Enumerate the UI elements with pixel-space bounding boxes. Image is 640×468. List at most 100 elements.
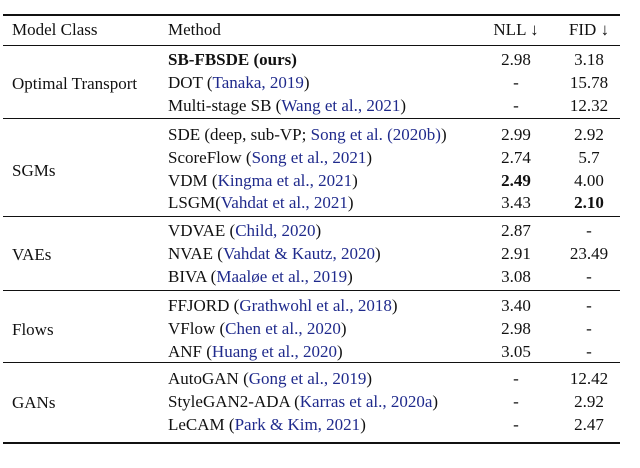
method-name: AutoGAN ( [168, 369, 249, 388]
fid-value: 23.49 [560, 244, 618, 264]
fid-value: 2.10 [560, 193, 618, 213]
citation-link[interactable]: Huang et al., 2020 [211, 341, 338, 361]
nll-text: - [513, 72, 519, 92]
method-cell: BIVA (Maaløe et al., 2019) [168, 267, 353, 287]
method-name: FFJORD ( [168, 296, 240, 315]
citation-link[interactable]: Kingma et al., 2021 [217, 170, 353, 190]
citation-link[interactable]: Song et al., 2021 [251, 147, 367, 167]
fid-text: 2.92 [574, 125, 604, 144]
method-suffix: ) [352, 170, 358, 190]
nll-text: 2.99 [501, 125, 531, 144]
nll-value: 3.43 [490, 193, 542, 213]
fid-value: 5.7 [560, 148, 618, 168]
nll-value: 2.74 [490, 148, 542, 168]
fid-text: - [586, 341, 592, 361]
group-rule [3, 216, 620, 217]
method-cell: LeCAM (Park & Kim, 2021) [168, 415, 366, 435]
nll-text: 2.87 [501, 221, 531, 240]
method-suffix: ) [315, 221, 322, 240]
fid-value: 2.92 [560, 125, 618, 145]
fid-value: 3.18 [560, 50, 618, 70]
citation-link[interactable]: Vahdat & Kautz, 2020 [222, 243, 375, 263]
method-name: VDVAE ( [168, 221, 236, 240]
method-suffix: ) [340, 318, 347, 338]
method-name: LeCAM ( [168, 414, 235, 434]
method-cell: ScoreFlow (Song et al., 2021) [168, 148, 372, 168]
nll-value: 2.99 [490, 125, 542, 145]
fid-text: - [586, 318, 592, 338]
fid-text: 4.00 [574, 170, 604, 190]
header-rule [3, 45, 620, 46]
fid-value: 12.42 [560, 369, 618, 389]
nll-text: 2.98 [501, 318, 531, 338]
citation-link[interactable]: Song et al. (2020b) [310, 125, 441, 144]
model-class-label: Flows [12, 320, 54, 340]
method-name: ANF ( [168, 341, 212, 361]
method-suffix: ) [391, 296, 398, 315]
citation-link[interactable]: Child, 2020 [235, 221, 316, 240]
method-name: BIVA ( [168, 266, 217, 286]
method-cell: VDM (Kingma et al., 2021) [168, 171, 358, 191]
citation-link[interactable]: Wang et al., 2021 [281, 95, 401, 115]
fid-value: - [560, 342, 618, 362]
nll-value: - [490, 96, 542, 116]
nll-value: 3.05 [490, 342, 542, 362]
nll-text: 3.08 [501, 266, 531, 286]
nll-text: - [513, 95, 519, 115]
group-rule [3, 362, 620, 363]
citation-link[interactable]: Chen et al., 2020 [225, 318, 341, 338]
nll-text: - [513, 369, 519, 388]
citation-link[interactable]: Karras et al., 2020a [299, 391, 433, 411]
fid-text: 5.7 [578, 147, 600, 167]
group-rule [3, 290, 620, 291]
method-cell: SDE (deep, sub-VP; Song et al. (2020b)) [168, 125, 447, 145]
nll-value: 2.91 [490, 244, 542, 264]
method-suffix: ) [303, 72, 310, 92]
method-suffix: ) [366, 369, 372, 388]
citation-link[interactable]: Tanaka, 2019 [212, 72, 304, 92]
model-class-label: Optimal Transport [12, 74, 138, 94]
nll-text: 3.43 [501, 193, 531, 213]
model-class-label: SGMs [12, 160, 56, 180]
method-suffix: ) [347, 266, 353, 286]
fid-text: 12.42 [569, 369, 609, 388]
nll-value: - [490, 369, 542, 389]
method-cell: NVAE (Vahdat & Kautz, 2020) [168, 244, 381, 264]
method-cell: ANF (Huang et al., 2020) [168, 342, 343, 362]
method-name: StyleGAN2-ADA ( [168, 391, 300, 411]
fid-value: 2.92 [560, 392, 618, 412]
nll-value: 2.98 [490, 319, 542, 339]
nll-text: - [513, 391, 519, 411]
fid-value: 2.47 [560, 415, 618, 435]
model-class-label: GANs [12, 393, 56, 413]
method-name: ScoreFlow ( [168, 147, 252, 167]
fid-text: 12.32 [569, 95, 609, 115]
header-method: Method [168, 20, 221, 39]
nll-text: 2.98 [501, 50, 531, 69]
method-cell: AutoGAN (Gong et al., 2019) [168, 369, 372, 389]
header-fid: FID ↓ [568, 20, 610, 39]
citation-link[interactable]: Gong et al., 2019 [248, 369, 367, 388]
fid-text: 2.47 [574, 414, 604, 434]
fid-text: 23.49 [569, 243, 609, 263]
nll-text: 2.91 [501, 243, 531, 263]
nll-value: 3.08 [490, 267, 542, 287]
nll-text: - [513, 414, 519, 434]
citation-link[interactable]: Park & Kim, 2021 [234, 414, 361, 434]
method-cell: Multi-stage SB (Wang et al., 2021) [168, 96, 406, 116]
nll-value: 2.49 [490, 171, 542, 191]
nll-value: 2.98 [490, 50, 542, 70]
fid-value: - [560, 267, 618, 287]
method-suffix: ) [440, 125, 447, 144]
method-cell: VDVAE (Child, 2020) [168, 221, 321, 241]
method-suffix: ) [347, 193, 354, 213]
citation-link[interactable]: Vahdat et al., 2021 [220, 193, 348, 213]
method-name: NVAE ( [168, 243, 223, 263]
method-cell: StyleGAN2-ADA (Karras et al., 2020a) [168, 392, 438, 412]
citation-link[interactable]: Grathwohl et al., 2018 [239, 296, 392, 315]
citation-link[interactable]: Maaløe et al., 2019 [216, 266, 348, 286]
nll-value: - [490, 73, 542, 93]
nll-value: 2.87 [490, 221, 542, 241]
method-suffix: ) [400, 95, 407, 115]
fid-value: - [560, 221, 618, 241]
